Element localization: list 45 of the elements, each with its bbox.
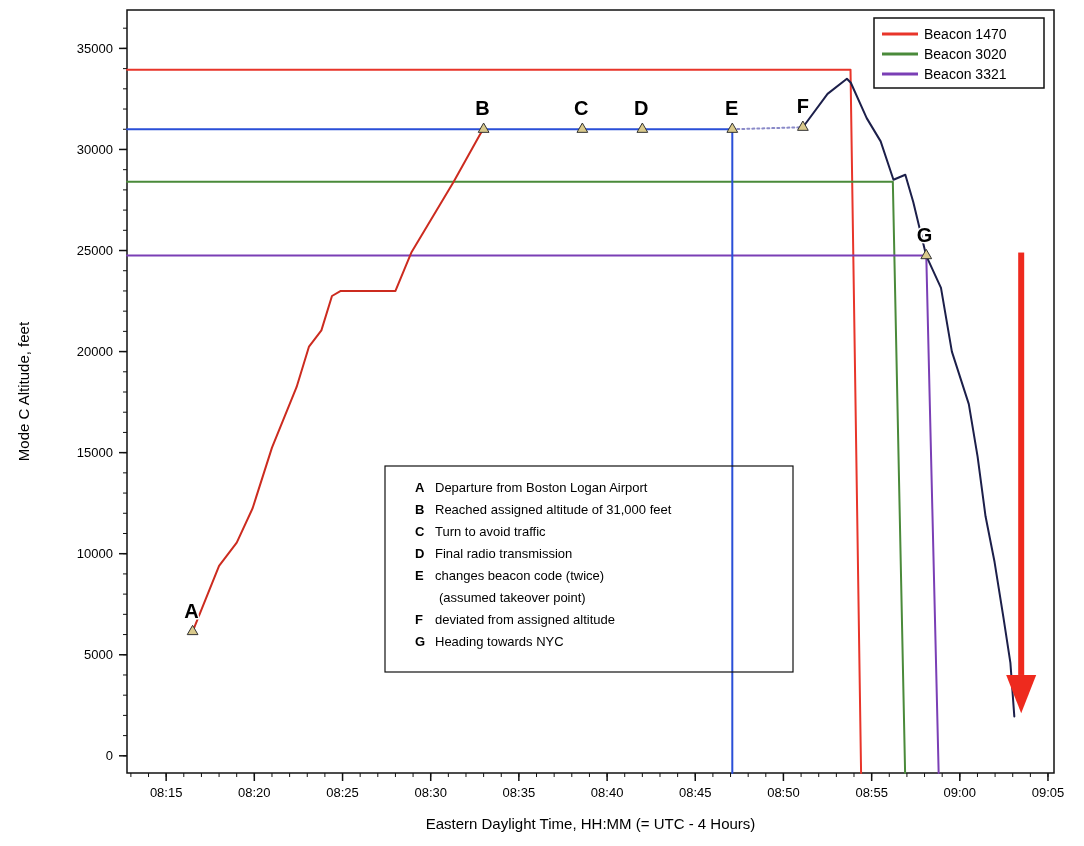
point xyxy=(726,122,739,133)
y-axis-title: Mode C Altitude, feet xyxy=(15,321,32,462)
y-tick-label: 10000 xyxy=(76,546,113,562)
y-tick-label: 30000 xyxy=(76,142,113,158)
point xyxy=(576,122,589,133)
annotation: F xyxy=(796,95,809,118)
point xyxy=(797,120,809,131)
x-tick-label: 08:15 xyxy=(149,785,183,800)
x-axis-title: Eastern Daylight Time, HH:MM (= UTC - 4 Hours) xyxy=(425,815,756,832)
y-tick-label: 5000 xyxy=(84,647,113,663)
x-tick-label: 09:05 xyxy=(1031,785,1065,800)
x-tick-label: 09:00 xyxy=(943,785,977,800)
annotation: E changes beacon code (twice) xyxy=(415,568,605,583)
annotation: A xyxy=(184,599,199,622)
y-tick-label: 0 xyxy=(105,748,113,764)
annotation: C xyxy=(573,97,589,120)
annotation: A Departure from Boston Logan Airport xyxy=(415,480,648,495)
x-tick-label: 08:50 xyxy=(767,785,800,800)
annotation: D xyxy=(633,97,649,120)
annotation: (assumed takeover point) xyxy=(439,590,586,605)
legend-label: Beacon 3321 xyxy=(924,65,1007,82)
x-tick-label: 08:55 xyxy=(855,785,888,800)
x-tick-label: 08:45 xyxy=(678,785,712,800)
legend-label: Beacon 1470 xyxy=(924,25,1007,42)
x-tick-label: 08:35 xyxy=(502,785,536,800)
annotation: D Final radio transmission xyxy=(415,546,573,561)
annotation: B xyxy=(475,97,490,120)
x-tick-label: 08:30 xyxy=(414,785,447,800)
point xyxy=(636,122,649,133)
y-tick-label: 15000 xyxy=(76,445,113,461)
annotation: G Heading towards NYC xyxy=(415,634,564,649)
x-tick-label: 08:40 xyxy=(590,785,624,800)
legend-label: Beacon 3020 xyxy=(924,45,1007,62)
annotation: B Reached assigned altitude of 31,000 feet xyxy=(415,502,672,517)
y-tick-label: 20000 xyxy=(76,344,113,360)
annotation: E xyxy=(724,97,739,120)
annotation: F deviated from assigned altitude xyxy=(415,612,615,627)
annotation: C Turn to avoid traffic xyxy=(415,524,547,539)
y-tick-label: 25000 xyxy=(76,243,113,259)
y-tick-label: 35000 xyxy=(76,40,113,56)
point xyxy=(920,248,933,260)
x-tick-label: 08:20 xyxy=(238,785,271,800)
x-tick-label: 08:25 xyxy=(326,785,359,800)
point xyxy=(477,122,490,133)
point xyxy=(186,624,199,636)
